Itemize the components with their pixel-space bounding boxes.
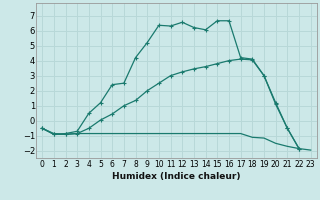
X-axis label: Humidex (Indice chaleur): Humidex (Indice chaleur) <box>112 172 241 181</box>
